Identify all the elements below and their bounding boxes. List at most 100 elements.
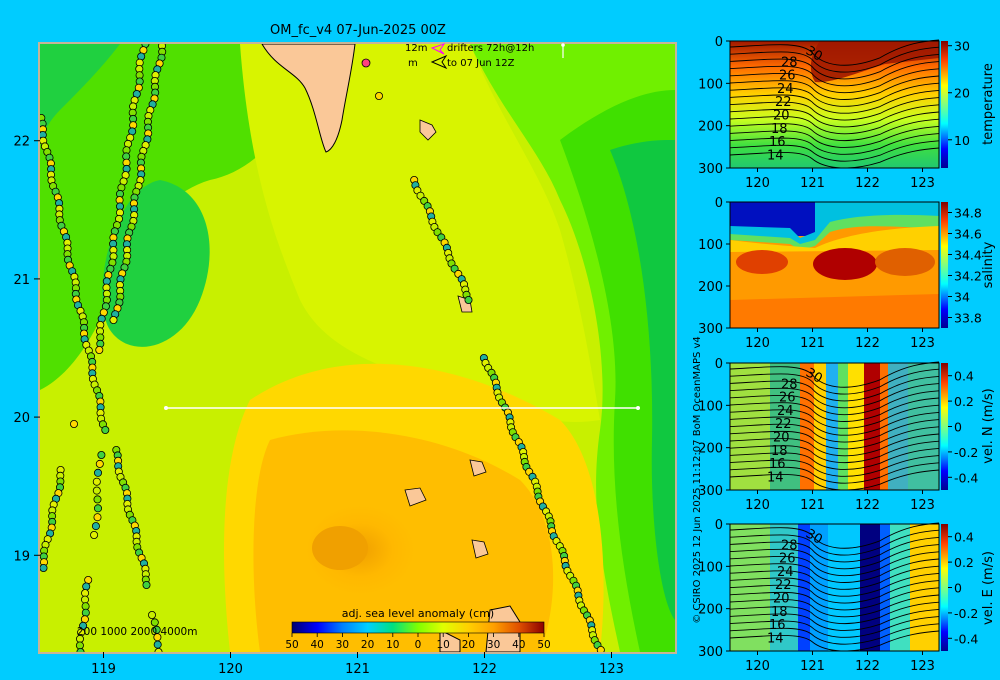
colorbar-tick-label: 30 xyxy=(487,639,500,651)
isotherm-line xyxy=(729,118,940,141)
isotherm-line xyxy=(729,404,940,429)
panel-x-tick-label: 122 xyxy=(855,176,880,191)
isotherm-line xyxy=(729,440,940,463)
drifter-point xyxy=(93,495,102,504)
colorbar-tick-label: 10 xyxy=(437,639,450,651)
velocity-north-colorbar xyxy=(941,363,948,490)
isotherm-line xyxy=(729,46,940,73)
panel-y-tick-label: 200 xyxy=(698,442,723,457)
temperature-colorbar xyxy=(941,41,948,168)
panel-x-tick-label: 120 xyxy=(745,498,770,513)
panel-y-tick-label: 300 xyxy=(698,645,723,660)
isotherm-line xyxy=(729,433,940,457)
salinity-colorbar xyxy=(941,202,948,328)
isotherm-line xyxy=(729,61,940,87)
map-x-tick-label: 119 xyxy=(91,662,116,677)
panel-frame xyxy=(729,201,940,329)
isotherm-line xyxy=(729,368,940,395)
colorbar-tick-label: 30 xyxy=(954,39,970,54)
drifter-point xyxy=(374,92,383,101)
contour-label: 16 xyxy=(769,618,786,633)
panel-x-tick-label: 122 xyxy=(855,659,880,674)
contour-label: 28 xyxy=(781,538,798,553)
isotherm-line xyxy=(729,75,940,100)
panel-frame xyxy=(729,523,940,652)
isotherm-line xyxy=(729,39,940,66)
contour-label: 14 xyxy=(767,631,784,646)
contour-label: 24 xyxy=(777,565,794,580)
section-start xyxy=(164,406,168,410)
isotherm-line xyxy=(729,125,940,148)
contour-label: 14 xyxy=(767,470,784,485)
isotherm-line xyxy=(729,361,940,388)
isobath-legend: 200 1000 2000 4000m xyxy=(77,626,197,638)
map-y-tick-label: 20 xyxy=(13,411,30,426)
drifter-point xyxy=(94,504,103,513)
map-x-tick-label: 121 xyxy=(345,662,370,677)
isotherm-line xyxy=(729,587,940,611)
drifter-point xyxy=(70,419,79,428)
panel-y-tick-label: 200 xyxy=(698,280,723,295)
contour-label: 26 xyxy=(779,69,796,84)
colorbar-gradient xyxy=(291,621,545,634)
panel-y-tick-label: 100 xyxy=(698,238,723,253)
drifter-point xyxy=(95,345,104,354)
drifter-arrow-icon xyxy=(430,43,446,55)
panel-y-tick-label: 0 xyxy=(715,518,723,533)
panel-y-tick-label: 100 xyxy=(698,560,723,575)
isotherm-line xyxy=(729,53,940,80)
velocity-east-colorbar xyxy=(941,524,948,651)
panel-x-tick-label: 123 xyxy=(910,176,935,191)
isotherm-line xyxy=(729,133,940,155)
colorbar-tick-label: -0.2 xyxy=(954,606,978,621)
panel-frame xyxy=(729,40,940,169)
drifter-point xyxy=(76,648,85,652)
panel-y-tick-label: 300 xyxy=(698,162,723,177)
contour-label: 16 xyxy=(769,457,786,472)
isotherm-line xyxy=(729,630,940,652)
colorbar-tick-label: 0.2 xyxy=(954,555,974,570)
isotherm-line xyxy=(729,522,940,549)
drifter-point xyxy=(93,513,102,522)
contour-label: 24 xyxy=(777,404,794,419)
isotherm-line xyxy=(729,616,940,638)
contour-label: 24 xyxy=(777,82,794,97)
contour-label: 26 xyxy=(779,552,796,567)
isotherm-line xyxy=(729,469,940,491)
isotherm-line xyxy=(729,140,940,162)
contour-label: 16 xyxy=(769,135,786,150)
panel-x-tick-label: 122 xyxy=(855,336,880,351)
salinity-label: salinity xyxy=(981,241,996,288)
credit-text: © CSIRO 2025 12 Jun 2025 11:12:07 BoM Oc… xyxy=(692,336,703,624)
land-mass xyxy=(261,44,356,153)
isotherm-line xyxy=(729,580,940,604)
drifter-markers xyxy=(40,44,605,652)
isotherm-line xyxy=(729,594,940,618)
colorbar-tick-label: 40 xyxy=(311,639,324,651)
panel-y-tick-label: 100 xyxy=(698,77,723,92)
isotherm-line xyxy=(729,411,940,436)
isotherm-line xyxy=(729,111,940,135)
colorbar-tick-label: 33.8 xyxy=(954,311,982,326)
isotherm-line xyxy=(729,447,940,470)
panel-x-tick-label: 123 xyxy=(910,659,935,674)
drifter-point xyxy=(97,450,106,459)
panel-y-tick-label: 200 xyxy=(698,603,723,618)
contour-label: 20 xyxy=(773,109,790,124)
contour-label: 22 xyxy=(775,417,792,432)
legend-arrow-label: 12m xyxy=(405,43,427,54)
colorbar-tick-label: 34 xyxy=(954,290,970,305)
drifter-point xyxy=(101,425,110,434)
colorbar-tick-label: 20 xyxy=(462,639,475,651)
panel-x-tick-label: 120 xyxy=(745,336,770,351)
colorbar-tick-label: 34.6 xyxy=(954,227,982,242)
colorbar-tick-label: -0.4 xyxy=(954,470,978,485)
drifter-point xyxy=(81,595,90,604)
drifter-point xyxy=(80,615,89,624)
panel-y-tick-label: 0 xyxy=(715,196,723,211)
map-panel: 12m drifters 72h@12h m to 07 Jun 12Z 200… xyxy=(13,42,677,677)
section-end xyxy=(636,406,640,410)
